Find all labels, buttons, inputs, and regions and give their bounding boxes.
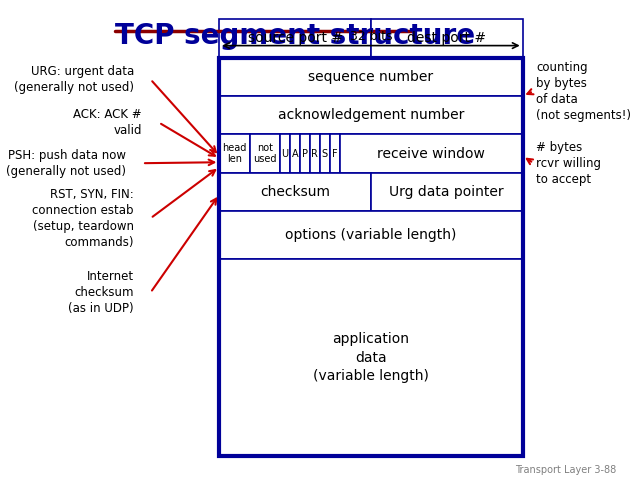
FancyBboxPatch shape: [220, 211, 523, 259]
FancyBboxPatch shape: [371, 19, 523, 58]
Text: dest port #: dest port #: [407, 31, 486, 46]
Text: application
data
(variable length): application data (variable length): [313, 332, 429, 383]
Text: source port #: source port #: [248, 31, 342, 46]
FancyBboxPatch shape: [340, 134, 523, 173]
FancyBboxPatch shape: [280, 134, 290, 173]
Text: URG: urgent data
(generally not used): URG: urgent data (generally not used): [14, 65, 134, 94]
Text: options (variable length): options (variable length): [285, 228, 457, 242]
FancyBboxPatch shape: [319, 134, 330, 173]
Text: receive window: receive window: [377, 146, 485, 161]
Text: Urg data pointer: Urg data pointer: [390, 185, 504, 199]
Text: acknowledgement number: acknowledgement number: [278, 108, 464, 122]
Text: P: P: [302, 149, 308, 158]
Text: TCP segment structure: TCP segment structure: [115, 22, 475, 49]
Text: S: S: [321, 149, 328, 158]
Text: not
used: not used: [253, 143, 276, 164]
FancyBboxPatch shape: [220, 134, 250, 173]
Text: 32 bits: 32 bits: [349, 30, 392, 43]
Text: # bytes
rcvr willing
to accept: # bytes rcvr willing to accept: [536, 141, 602, 186]
Text: F: F: [332, 149, 337, 158]
Text: PSH: push data now
(generally not used): PSH: push data now (generally not used): [6, 149, 125, 178]
FancyBboxPatch shape: [220, 96, 523, 134]
FancyBboxPatch shape: [220, 259, 523, 456]
Text: Internet
checksum
(as in UDP): Internet checksum (as in UDP): [68, 270, 134, 315]
Text: head
len: head len: [222, 143, 246, 164]
FancyBboxPatch shape: [220, 19, 371, 58]
FancyBboxPatch shape: [250, 134, 280, 173]
Text: U: U: [282, 149, 289, 158]
FancyBboxPatch shape: [300, 134, 310, 173]
FancyBboxPatch shape: [220, 58, 523, 96]
Text: checksum: checksum: [260, 185, 330, 199]
Text: R: R: [311, 149, 318, 158]
FancyBboxPatch shape: [310, 134, 319, 173]
FancyBboxPatch shape: [330, 134, 340, 173]
FancyBboxPatch shape: [371, 173, 523, 211]
Text: sequence number: sequence number: [308, 70, 433, 84]
FancyBboxPatch shape: [290, 134, 300, 173]
Text: RST, SYN, FIN:
connection estab
(setup, teardown
commands): RST, SYN, FIN: connection estab (setup, …: [33, 188, 134, 249]
Text: Transport Layer 3-88: Transport Layer 3-88: [515, 465, 616, 475]
Text: ACK: ACK #
valid: ACK: ACK # valid: [74, 108, 142, 137]
FancyBboxPatch shape: [220, 173, 371, 211]
Text: counting
by bytes
of data
(not segments!): counting by bytes of data (not segments!…: [536, 60, 632, 122]
Text: A: A: [292, 149, 298, 158]
